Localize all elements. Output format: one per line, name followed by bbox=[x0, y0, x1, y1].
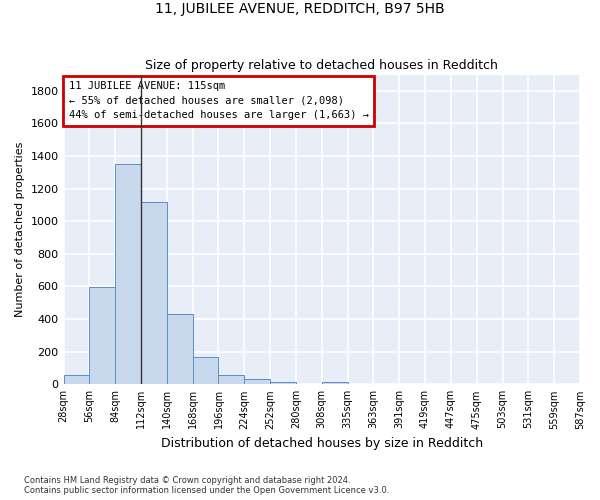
Bar bbox=[193, 356, 218, 384]
Bar bbox=[115, 164, 141, 384]
Bar bbox=[89, 288, 115, 384]
Text: 11 JUBILEE AVENUE: 115sqm
← 55% of detached houses are smaller (2,098)
44% of se: 11 JUBILEE AVENUE: 115sqm ← 55% of detac… bbox=[69, 81, 369, 120]
X-axis label: Distribution of detached houses by size in Redditch: Distribution of detached houses by size … bbox=[161, 437, 483, 450]
Bar bbox=[64, 376, 89, 384]
Bar bbox=[270, 382, 296, 384]
Bar bbox=[167, 314, 193, 384]
Y-axis label: Number of detached properties: Number of detached properties bbox=[15, 142, 25, 317]
Title: Size of property relative to detached houses in Redditch: Size of property relative to detached ho… bbox=[145, 59, 498, 72]
Bar bbox=[244, 378, 270, 384]
Bar bbox=[322, 382, 347, 384]
Bar bbox=[141, 202, 167, 384]
Bar bbox=[218, 374, 244, 384]
Text: 11, JUBILEE AVENUE, REDDITCH, B97 5HB: 11, JUBILEE AVENUE, REDDITCH, B97 5HB bbox=[155, 2, 445, 16]
Text: Contains HM Land Registry data © Crown copyright and database right 2024.
Contai: Contains HM Land Registry data © Crown c… bbox=[24, 476, 389, 495]
